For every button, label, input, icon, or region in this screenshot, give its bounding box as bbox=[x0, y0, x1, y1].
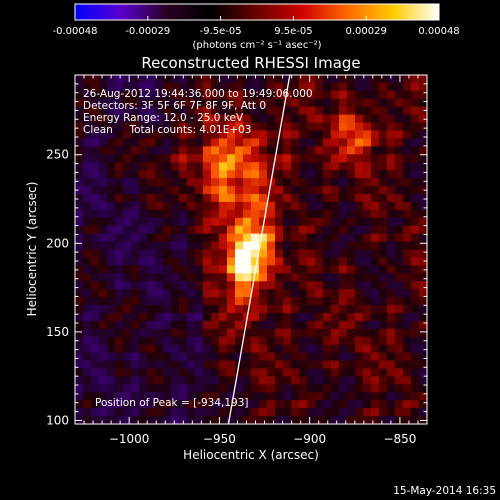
annotation-block: 26-Aug-2012 19:44:36.000 to 19:49:06.000… bbox=[83, 88, 313, 136]
x-tick-label: −1000 bbox=[109, 432, 150, 446]
y-tick-label: 150 bbox=[46, 325, 69, 339]
x-tick-label: −900 bbox=[293, 432, 326, 446]
y-tick-label: 250 bbox=[46, 148, 69, 162]
y-tick-label: 100 bbox=[46, 413, 69, 427]
annotation-energy-range: Energy Range: 12.0 - 25.0 keV bbox=[83, 112, 244, 124]
colorbar-tick-label: 0.00048 bbox=[418, 26, 459, 37]
annotation-time-range: 26-Aug-2012 19:44:36.000 to 19:49:06.000 bbox=[83, 88, 313, 100]
colorbar-ticks: -0.00048 -0.00029 -9.5e-05 9.5e-05 0.00029 0.… bbox=[53, 16, 460, 37]
x-tick-label: −850 bbox=[383, 432, 416, 446]
colorbar-tick-label: -0.00048 bbox=[53, 26, 98, 37]
colorbar-tick-label: 0.00029 bbox=[346, 26, 387, 37]
colorbar-tick-label: 9.5e-05 bbox=[274, 26, 312, 37]
solar-limb-line bbox=[227, 75, 291, 424]
y-axis-label: Heliocentric Y (arcsec) bbox=[25, 182, 39, 317]
y-axis: 100 150 200 250 bbox=[46, 83, 427, 427]
plot-frame bbox=[74, 74, 428, 425]
x-axis-label: Heliocentric X (arcsec) bbox=[183, 448, 319, 462]
colorbar-tick-label: -0.00029 bbox=[125, 26, 170, 37]
colorbar bbox=[74, 3, 440, 21]
colorbar-tick-label: -9.5e-05 bbox=[200, 26, 242, 37]
colorbar-units-label: (photons cm⁻² s⁻¹ asec⁻²) bbox=[192, 40, 321, 51]
chart-title: Reconstructed RHESSI Image bbox=[141, 54, 360, 72]
footer-date: 15-May-2014 16:35 bbox=[393, 485, 496, 497]
x-axis: −1000 −950 −900 −850 bbox=[83, 75, 419, 446]
x-tick-label: −950 bbox=[203, 432, 236, 446]
peak-position-label: Position of Peak = [-934,193] bbox=[95, 397, 249, 409]
annotation-detectors: Detectors: 3F 5F 6F 7F 8F 9F, Att 0 bbox=[83, 100, 266, 112]
annotation-clean-counts: Clean Total counts: 4.01E+03 bbox=[83, 124, 252, 136]
y-tick-label: 200 bbox=[46, 236, 69, 250]
